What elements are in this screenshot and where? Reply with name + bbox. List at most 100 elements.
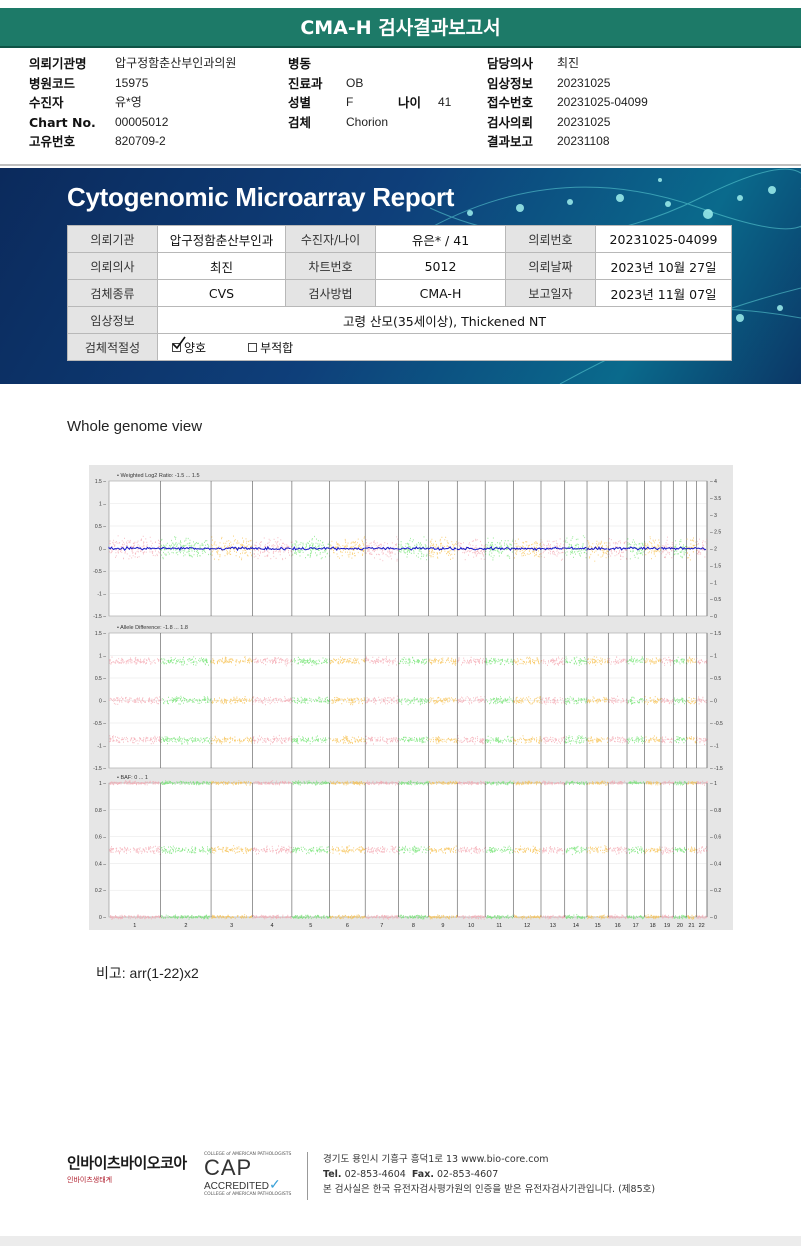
axis-tick-label: – 1.5 bbox=[710, 563, 721, 569]
axis-tick-label: – 2 bbox=[710, 547, 717, 553]
data-points bbox=[428, 914, 458, 920]
label-requesting-institution: 의뢰기관명 bbox=[29, 56, 87, 71]
data-points bbox=[673, 846, 687, 854]
panel-title: • BAF: 0 ... 1 bbox=[117, 775, 148, 781]
data-points bbox=[398, 536, 430, 561]
data-points bbox=[329, 845, 366, 855]
cell-value: 압구정함춘산부인과 bbox=[157, 225, 286, 253]
cell-value: CMA-H bbox=[375, 279, 506, 307]
adequacy-option-good[interactable]: 양호 bbox=[172, 336, 206, 356]
data-points bbox=[485, 735, 514, 744]
axis-tick-label: – -1 bbox=[710, 744, 719, 750]
series-line bbox=[484, 545, 513, 552]
data-points bbox=[109, 780, 161, 786]
table-row: 임상정보 고령 산모(35세이상), Thickened NT bbox=[67, 306, 732, 334]
chromosome-label: 4 bbox=[271, 923, 274, 929]
data-points bbox=[513, 735, 542, 745]
chromosome-label: 2 bbox=[184, 923, 187, 929]
label-test-request: 검사의뢰 bbox=[487, 114, 534, 130]
data-points bbox=[109, 914, 162, 920]
cell-label: 임상정보 bbox=[67, 306, 158, 334]
cell-value: 최진 bbox=[157, 252, 286, 280]
cell-label: 검체적절성 bbox=[67, 333, 158, 361]
data-points bbox=[645, 780, 661, 786]
axis-tick-label: – 1 bbox=[710, 781, 717, 787]
data-points bbox=[661, 780, 674, 786]
series-line bbox=[643, 546, 661, 551]
data-points bbox=[541, 538, 565, 561]
axis-tick-label: – 1 bbox=[710, 654, 717, 660]
data-points bbox=[329, 780, 366, 786]
axis-tick-label: 0.5 – bbox=[95, 676, 106, 682]
data-points bbox=[211, 845, 253, 854]
chromosome-label: 15 bbox=[595, 923, 601, 929]
axis-tick-label: – 0.5 bbox=[710, 597, 721, 603]
axis-tick-label: – 0.8 bbox=[710, 808, 721, 814]
data-points bbox=[565, 735, 588, 745]
data-points bbox=[673, 656, 688, 665]
data-points bbox=[292, 914, 331, 920]
data-points bbox=[608, 914, 628, 920]
cell-value: 20231025-04099 bbox=[595, 225, 732, 253]
data-points bbox=[252, 914, 292, 920]
address-line: 경기도 용인시 기흥구 흥덕1로 13 www.bio-core.com bbox=[323, 1154, 549, 1165]
report-banner: Cytogenomic Microarray Report 의뢰기관 압구정함춘… bbox=[0, 168, 801, 384]
data-points bbox=[365, 695, 399, 705]
data-points bbox=[565, 914, 587, 920]
series-line bbox=[291, 546, 330, 551]
axis-tick-label: – 1.5 bbox=[710, 631, 721, 637]
chromosome-label: 12 bbox=[524, 923, 530, 929]
data-points bbox=[428, 657, 457, 666]
data-points bbox=[687, 781, 697, 785]
data-points bbox=[627, 735, 645, 744]
info-col-1: 의뢰기관명 압구정함춘산부인과의원 병원코드 15975 수진자 유*영 Chart … bbox=[29, 54, 236, 152]
axis-tick-label: 0 – bbox=[99, 915, 106, 921]
info-col-3: 담당의사 최진 임상정보 20231025 접수번호 20231025-04099 검… bbox=[487, 54, 648, 152]
data-points bbox=[457, 735, 486, 745]
data-points bbox=[211, 735, 253, 745]
label-hospital-code: 병원코드 bbox=[29, 75, 76, 91]
data-points bbox=[696, 780, 708, 786]
table-row: 검체종류 CVS 검사방법 CMA-H 보고일자 2023년 11월 07일 bbox=[67, 279, 732, 307]
data-points bbox=[696, 736, 708, 746]
series-line bbox=[397, 546, 429, 551]
series-line bbox=[540, 546, 564, 551]
cell-value: 2023년 11월 07일 bbox=[595, 279, 732, 307]
data-points bbox=[211, 696, 254, 705]
data-points bbox=[291, 735, 330, 745]
data-points bbox=[541, 914, 566, 920]
axis-tick-label: 1.5 – bbox=[95, 479, 106, 485]
data-points bbox=[587, 845, 609, 854]
data-points bbox=[661, 914, 674, 919]
data-points bbox=[486, 696, 514, 705]
data-points bbox=[109, 845, 161, 855]
checkmark-icon bbox=[172, 336, 186, 349]
adequacy-option-inadequate[interactable]: 부적합 bbox=[248, 339, 293, 356]
cap-text: CAP bbox=[204, 1155, 253, 1180]
cell-adequacy: 양호 부적합 bbox=[157, 333, 732, 361]
report-title: CMA-H 검사결과보고서 bbox=[300, 17, 501, 39]
value-hospital-code: 15975 bbox=[115, 75, 149, 90]
data-points bbox=[109, 696, 162, 705]
data-points bbox=[661, 536, 674, 559]
label-result-report: 결과보고 bbox=[487, 134, 534, 149]
chromosome-label: 21 bbox=[688, 923, 694, 929]
data-points bbox=[661, 697, 673, 705]
chromosome-label: 11 bbox=[496, 923, 502, 929]
checkbox-unchecked[interactable] bbox=[248, 342, 258, 352]
series-line bbox=[329, 546, 365, 552]
cell-label: 수진자/나이 bbox=[285, 225, 376, 253]
option-label: 부적합 bbox=[260, 340, 294, 355]
data-points bbox=[253, 780, 293, 786]
data-points bbox=[486, 845, 514, 854]
data-points bbox=[398, 697, 429, 706]
data-points bbox=[365, 914, 400, 920]
label-age: 나이 bbox=[398, 95, 422, 110]
label-clinical-info: 임상정보 bbox=[487, 75, 534, 91]
data-points bbox=[457, 780, 486, 786]
data-points bbox=[673, 914, 687, 920]
data-points bbox=[365, 780, 399, 786]
checkbox-checked[interactable] bbox=[172, 336, 186, 352]
series-line bbox=[673, 546, 687, 551]
data-points bbox=[565, 780, 588, 786]
